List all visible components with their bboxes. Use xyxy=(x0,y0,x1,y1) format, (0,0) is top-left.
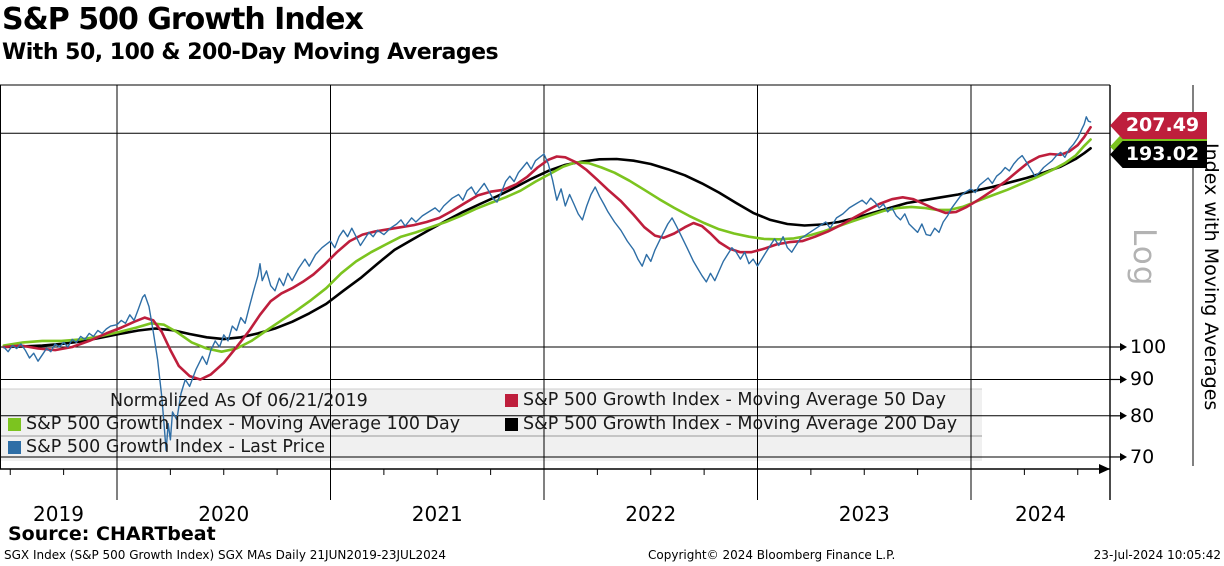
ma200-swatch-icon xyxy=(505,417,518,431)
legend-item-label: S&P 500 Growth Index - Moving Average 50… xyxy=(523,390,946,410)
x-year-label: 2024 xyxy=(1015,502,1066,526)
tick-arrow-icon xyxy=(1120,375,1127,384)
tick-arrow-icon xyxy=(1120,411,1127,420)
y-tick-label: 70 xyxy=(1130,445,1155,468)
legend-item-last-price: S&P 500 Growth Index - Last Price xyxy=(8,437,325,457)
legend-item-label: S&P 500 Growth Index - Last Price xyxy=(26,437,326,457)
legend-item-label: S&P 500 Growth Index - Moving Average 20… xyxy=(523,414,958,434)
right-axis-title: Index with Moving Averages xyxy=(1200,143,1222,411)
tick-arrow-icon xyxy=(1120,343,1127,351)
x-year-label: 2023 xyxy=(838,502,890,526)
legend-item-ma100: S&P 500 Growth Index - Moving Average 10… xyxy=(8,414,460,434)
legend-note: Normalized As Of 06/21/2019 xyxy=(110,391,368,411)
x-year-label: 2022 xyxy=(625,502,677,526)
y-tick-label: 100 xyxy=(1130,336,1167,358)
x-year-label: 2020 xyxy=(198,502,250,526)
legend-item-label: S&P 500 Growth Index - Moving Average 10… xyxy=(26,414,461,434)
footer-timestamp: 23-Jul-2024 10:05:42 xyxy=(1093,548,1221,562)
footer-copyright: Copyright© 2024 Bloomberg Finance L.P. xyxy=(648,548,896,562)
price-line xyxy=(3,116,1092,452)
ma-line xyxy=(2,147,1092,349)
x-year-label: 2021 xyxy=(411,502,463,526)
last-value-badge-ma50: 207.49 xyxy=(1110,112,1207,139)
tick-arrow-icon xyxy=(1120,452,1127,461)
y-tick-label: 90 xyxy=(1130,368,1155,391)
y-tick-label: 80 xyxy=(1130,404,1155,427)
footer-ticker-info: SGX Index (S&P 500 Growth Index) SGX MAs… xyxy=(4,548,447,562)
x-year-label: 2019 xyxy=(33,502,84,526)
log-scale-label: Log xyxy=(1126,228,1162,287)
legend-item-ma50: S&P 500 Growth Index - Moving Average 50… xyxy=(505,390,946,410)
last-price-swatch-icon xyxy=(8,440,21,454)
page-subtitle: With 50, 100 & 200-Day Moving Averages xyxy=(2,40,499,65)
ma-line xyxy=(2,125,1092,381)
ma50-swatch-icon xyxy=(505,393,518,407)
ma100-swatch-icon xyxy=(8,417,21,431)
legend-item-ma200: S&P 500 Growth Index - Moving Average 20… xyxy=(505,414,957,434)
last-value-badge-ma200: 193.02 xyxy=(1110,141,1207,168)
page-title: S&P 500 Growth Index xyxy=(2,2,364,37)
source-label: Source: CHARTbeat xyxy=(8,523,216,545)
axis-arrow-icon xyxy=(1099,464,1110,474)
